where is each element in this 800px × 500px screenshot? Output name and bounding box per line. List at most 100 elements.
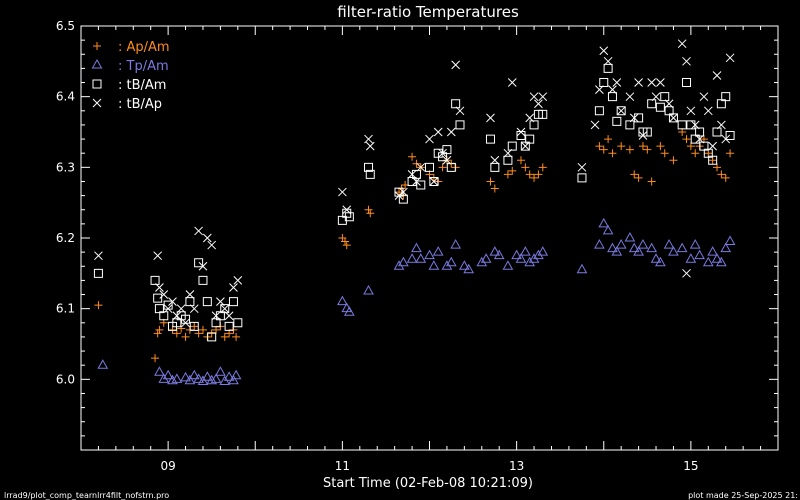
point-tb-am — [595, 107, 603, 115]
point-tp-am — [630, 244, 639, 252]
point-ap-am — [600, 146, 608, 154]
point-ap-am — [151, 354, 159, 362]
point-tp-am — [708, 247, 717, 255]
point-tb-am — [683, 79, 691, 87]
point-ap-am — [656, 142, 664, 150]
point-ap-am — [521, 163, 529, 171]
point-ap-am — [412, 160, 420, 168]
point-tb-ap — [229, 283, 237, 291]
point-ap-am — [643, 146, 651, 154]
point-tb-ap — [626, 93, 634, 101]
point-tb-ap — [534, 100, 542, 108]
x-tick-label: 15 — [683, 459, 698, 473]
point-tp-am — [686, 254, 695, 262]
point-tb-ap — [683, 57, 691, 65]
point-tb-ap — [486, 114, 494, 122]
point-tp-am — [364, 286, 373, 294]
point-ap-am — [604, 135, 612, 143]
point-tb-am — [678, 121, 686, 129]
point-ap-am — [691, 149, 699, 157]
point-tb-ap — [635, 79, 643, 87]
point-ap-am — [661, 149, 669, 157]
point-tb-am — [504, 156, 512, 164]
point-tp-am — [691, 240, 700, 248]
point-tb-am — [648, 100, 656, 108]
point-tb-ap — [713, 71, 721, 79]
x-tick-label: 13 — [509, 459, 524, 473]
y-tick-label: 6.1 — [56, 302, 75, 316]
point-tp-am — [482, 254, 491, 262]
legend-marker-tb-am — [93, 80, 101, 88]
point-tb-am — [656, 103, 664, 111]
point-tb-am — [186, 298, 194, 306]
point-ap-am — [539, 163, 547, 171]
point-tp-am — [216, 367, 225, 375]
point-tb-am — [687, 121, 695, 129]
point-tb-am — [517, 132, 525, 140]
point-tb-am — [578, 174, 586, 182]
x-tick-label: 11 — [335, 459, 350, 473]
chart-title: filter-ratio Temperatures — [337, 3, 519, 21]
point-tb-am — [626, 121, 634, 129]
point-tb-ap — [94, 252, 102, 260]
footer-program-path: lrrad9/plot_comp_tearnlrr4filt_nofstrn.p… — [4, 491, 169, 500]
point-ap-am — [155, 326, 163, 334]
point-tp-am — [652, 254, 661, 262]
data-marks — [94, 40, 734, 385]
point-tb-am — [229, 298, 237, 306]
point-ap-am — [534, 170, 542, 178]
point-tb-ap — [683, 269, 691, 277]
point-tp-am — [638, 240, 647, 248]
point-tb-am — [417, 181, 425, 189]
point-ap-am — [530, 174, 538, 182]
point-tp-am — [512, 251, 521, 259]
point-tp-am — [678, 244, 687, 252]
point-tb-ap — [234, 276, 242, 284]
point-ap-am — [517, 156, 525, 164]
point-tb-am — [452, 100, 460, 108]
plot-frame — [81, 26, 778, 450]
point-tp-am — [577, 265, 586, 273]
point-ap-am — [486, 177, 494, 185]
point-tb-am — [225, 322, 233, 330]
point-tb-ap — [426, 135, 434, 143]
point-ap-am — [669, 156, 677, 164]
point-tb-ap — [704, 107, 712, 115]
legend-label-tp-am: : Tp/Am — [118, 59, 169, 74]
point-ap-am — [154, 329, 162, 337]
point-tb-ap — [447, 128, 455, 136]
point-tp-am — [704, 258, 713, 266]
point-tp-am — [412, 244, 421, 252]
point-tp-am — [447, 258, 456, 266]
point-tp-am — [608, 244, 617, 252]
point-ap-am — [366, 209, 374, 217]
point-tp-am — [647, 244, 656, 252]
legend-label-tb-am: : tB/Am — [118, 78, 166, 93]
point-tb-am — [426, 163, 434, 171]
point-tp-am — [434, 247, 443, 255]
point-tb-am — [530, 121, 538, 129]
point-tb-ap — [648, 79, 656, 87]
footer-plot-date: plot made 25-Sep-2025 21: — [688, 491, 798, 500]
point-tb-am — [486, 135, 494, 143]
point-tp-am — [617, 240, 626, 248]
legend-label-ap-am: : Ap/Am — [118, 40, 170, 55]
series-tb-ap — [94, 40, 734, 327]
point-tb-ap — [700, 93, 708, 101]
point-ap-am — [508, 167, 516, 175]
point-tb-am — [94, 269, 102, 277]
point-tb-am — [661, 93, 669, 101]
point-tb-am — [456, 121, 464, 129]
legend-marker-ap-am — [93, 42, 101, 50]
y-tick-label: 6.3 — [56, 160, 75, 174]
point-ap-am — [526, 170, 534, 178]
scatter-plot: filter-ratio Temperatures 6.06.16.26.36.… — [0, 0, 800, 500]
point-tb-am — [508, 142, 516, 150]
point-tb-ap — [530, 93, 538, 101]
point-tp-am — [665, 240, 674, 248]
y-tick-label: 6.2 — [56, 231, 75, 245]
point-ap-am — [221, 333, 229, 341]
point-ap-am — [717, 170, 725, 178]
x-axis-label: Start Time (02-Feb-08 10:21:09) — [323, 476, 533, 491]
point-tp-am — [538, 247, 547, 255]
